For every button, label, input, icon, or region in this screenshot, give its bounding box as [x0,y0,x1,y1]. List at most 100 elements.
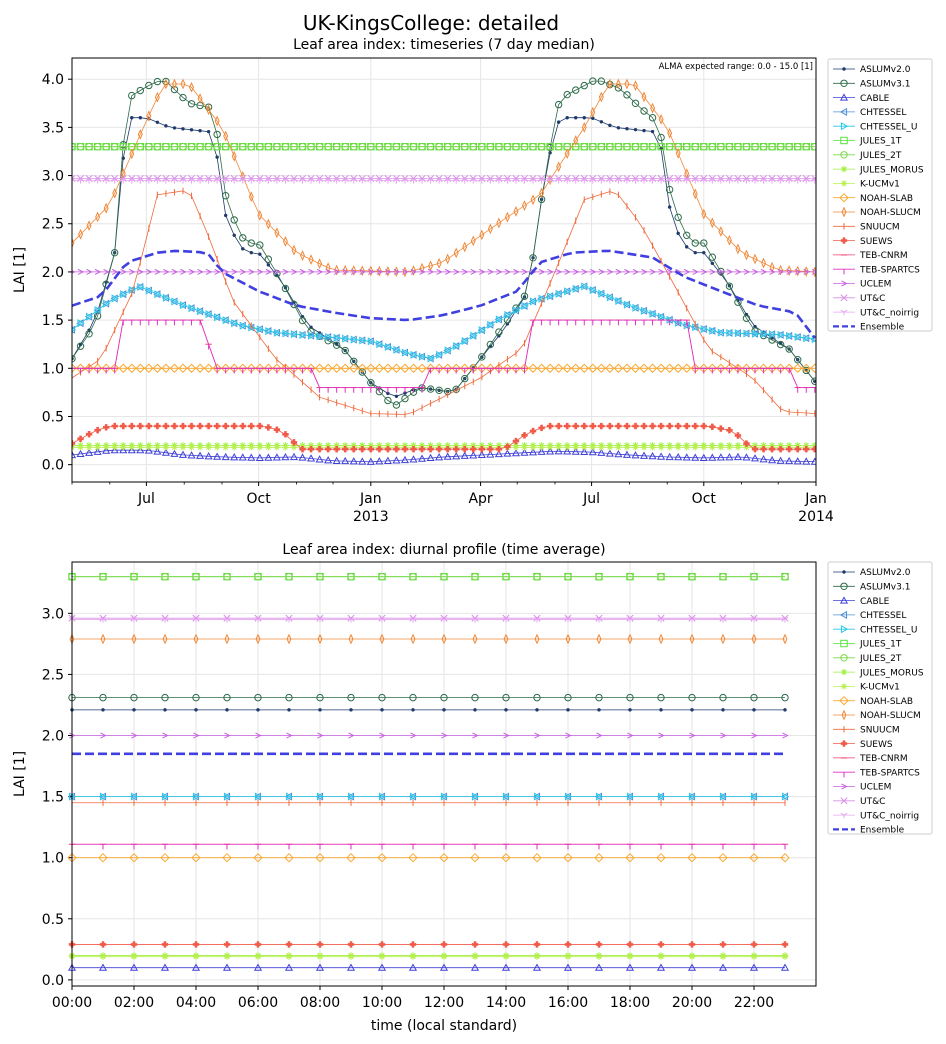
data-point [308,254,314,265]
data-point [285,614,293,622]
x-tick-label: 14:00 [486,995,526,1011]
data-point [674,453,683,461]
legend-marker [842,570,846,574]
data-point [223,953,231,960]
data-point [347,693,355,702]
data-point [786,331,794,341]
data-point [196,422,204,430]
data-point [721,708,725,712]
data-point [231,422,238,430]
data-point [128,178,136,184]
data-point [102,444,110,451]
data-point [769,330,777,339]
data-point [470,268,477,275]
data-point [606,422,614,430]
data-point [85,178,93,184]
data-point [471,614,479,622]
data-point [546,178,554,184]
data-point [286,633,292,645]
data-point [555,422,562,430]
data-point [317,732,324,739]
data-point [255,732,262,739]
data-point [683,231,691,240]
data-point [349,457,358,465]
legend-label: ASLUMv2.0 [860,65,911,75]
data-point [486,142,495,151]
data-point [417,454,427,462]
data-point [631,451,640,459]
x-tick-label: Apr [468,491,492,507]
data-point [742,142,751,151]
data-point [494,449,503,458]
data-point [554,142,563,151]
data-point [691,239,699,247]
data-point [192,792,201,801]
data-point [86,220,92,232]
data-point [539,187,545,199]
legend-marker [839,107,848,116]
legend-entry-jules-morus: JULES_MORUS [833,165,924,175]
x-tick-label: Oct [247,491,272,507]
data-point [649,309,657,318]
data-point [504,708,508,712]
data-point [648,114,657,122]
data-point [426,142,435,151]
y-tick-label: 2.5 [42,667,64,683]
data-point [130,617,138,623]
data-point [254,792,263,801]
data-point [674,213,682,222]
data-point [530,194,536,206]
data-point [674,422,682,430]
data-point [580,447,589,455]
data-point [496,217,502,229]
data-point [512,304,520,312]
data-point [154,91,160,103]
data-point [545,363,555,373]
data-point [538,178,546,184]
chart-title: Leaf area index: diurnal profile (time a… [282,542,605,558]
legend-entry-jules-1t: JULES_1T [833,137,902,147]
legend-entry-uclem: UCLEM [833,280,891,290]
data-point [100,732,107,739]
data-point [128,422,135,430]
data-point [256,142,264,151]
data-point [700,239,708,247]
data-point [358,368,366,376]
data-point [274,268,281,275]
data-point [214,268,221,275]
data-point [350,142,358,151]
data-point [520,448,529,456]
data-point [495,315,504,324]
legend-label: K-UCMv1 [860,683,900,693]
data-point [307,178,315,184]
data-point [521,444,528,451]
data-point [136,178,144,184]
data-point [169,363,180,373]
data-point [650,129,655,134]
data-point [137,268,144,275]
data-point [532,963,542,971]
data-point [333,446,340,453]
data-point [640,306,649,315]
data-point [131,633,137,645]
data-point [224,633,230,645]
data-point [528,363,538,373]
data-point [776,340,785,349]
data-point [347,572,355,581]
series-jules-morus [68,952,789,959]
data-point [553,363,564,373]
data-point [554,447,563,455]
data-point [657,572,665,581]
data-point [535,708,539,712]
data-point [155,120,160,125]
data-point [452,142,460,151]
data-point [761,257,767,269]
data-point [99,614,107,622]
x-tick-label: Jul [582,491,600,507]
data-point [811,142,816,151]
data-point [204,142,213,151]
data-point [734,432,742,439]
legend-entry-ut-c-noirrig: UT&C_noirrig [833,811,919,821]
data-point [264,178,272,184]
data-point [571,447,580,455]
